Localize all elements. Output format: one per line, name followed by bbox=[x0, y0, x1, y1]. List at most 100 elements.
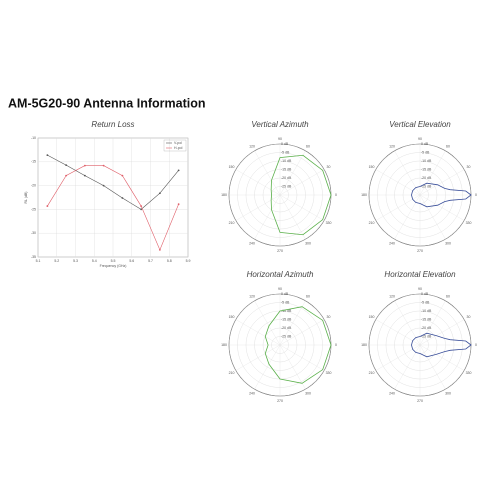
theta-tick-label: 210 bbox=[229, 371, 235, 375]
theta-tick-label: 330 bbox=[466, 371, 472, 375]
theta-tick-label: 270 bbox=[417, 399, 423, 403]
theta-tick-label: 180 bbox=[361, 193, 367, 197]
theta-tick-label: 330 bbox=[466, 221, 472, 225]
x-tick-label: 5.1 bbox=[36, 259, 41, 263]
theta-tick-label: 300 bbox=[305, 391, 311, 395]
r-tick-label: -15 dB bbox=[281, 317, 292, 321]
r-tick-label: -5 dB bbox=[421, 150, 430, 154]
r-tick-label: 0 dB bbox=[281, 292, 289, 296]
series-point bbox=[46, 205, 49, 207]
spoke-grid bbox=[375, 319, 421, 346]
series-point bbox=[83, 164, 86, 167]
spoke-grid bbox=[419, 194, 465, 221]
theta-tick-label: 90 bbox=[278, 137, 282, 141]
pattern-line bbox=[411, 332, 472, 358]
x-tick-label: 5.2 bbox=[54, 259, 59, 263]
theta-tick-label: 30 bbox=[327, 165, 331, 169]
spoke-grid bbox=[394, 344, 421, 390]
spoke-grid bbox=[279, 344, 306, 390]
theta-tick-label: 270 bbox=[277, 399, 283, 403]
x-tick-label: 5.4 bbox=[92, 259, 97, 263]
r-tick-label: -5 dB bbox=[421, 300, 430, 304]
spoke-grid bbox=[279, 194, 306, 240]
legend-label: H-pol bbox=[174, 146, 183, 150]
r-tick-label: -15 dB bbox=[421, 317, 432, 321]
theta-tick-label: 330 bbox=[326, 371, 332, 375]
series-point bbox=[46, 154, 49, 157]
series-point bbox=[83, 174, 86, 177]
theta-tick-label: 60 bbox=[306, 294, 310, 298]
series-point bbox=[177, 169, 180, 172]
pattern-line bbox=[264, 306, 332, 384]
theta-tick-label: 0 bbox=[335, 193, 337, 197]
theta-tick-label: 300 bbox=[445, 391, 451, 395]
r-tick-label: 0 dB bbox=[421, 292, 429, 296]
spoke-grid bbox=[375, 344, 421, 371]
spoke-grid bbox=[254, 194, 281, 240]
chart-title: Vertical Azimuth bbox=[251, 120, 309, 129]
theta-tick-label: 150 bbox=[229, 165, 235, 169]
theta-tick-label: 240 bbox=[249, 391, 255, 395]
x-tick-label: 5.9 bbox=[186, 259, 191, 263]
spoke-grid bbox=[419, 194, 446, 240]
x-tick-label: 5.7 bbox=[148, 259, 153, 263]
series-point bbox=[65, 164, 68, 167]
spoke-grid bbox=[419, 344, 446, 390]
x-tick-label: 5.5 bbox=[111, 259, 116, 263]
y-tick-label: -30 bbox=[31, 231, 36, 235]
theta-tick-label: 90 bbox=[418, 287, 422, 291]
theta-tick-label: 120 bbox=[249, 294, 255, 298]
theta-tick-label: 0 bbox=[475, 343, 477, 347]
page-title: AM-5G20-90 Antenna Information bbox=[8, 96, 205, 110]
y-tick-label: -35 bbox=[31, 255, 36, 259]
x-tick-label: 5.8 bbox=[167, 259, 172, 263]
series-point bbox=[140, 205, 143, 207]
series-line bbox=[47, 165, 179, 251]
theta-tick-label: 180 bbox=[221, 343, 227, 347]
series-point bbox=[158, 192, 161, 195]
pattern-line bbox=[270, 154, 332, 236]
r-tick-label: -20 dB bbox=[281, 176, 292, 180]
spoke-grid bbox=[279, 344, 325, 371]
chart-title: Vertical Elevation bbox=[389, 120, 451, 129]
spoke-grid bbox=[279, 319, 325, 346]
theta-tick-label: 300 bbox=[445, 241, 451, 245]
spoke-grid bbox=[235, 194, 281, 221]
spoke-grid bbox=[394, 300, 421, 346]
r-tick-label: -5 dB bbox=[281, 150, 290, 154]
series-point bbox=[121, 174, 124, 177]
spoke-grid bbox=[419, 344, 465, 371]
theta-tick-label: 120 bbox=[389, 294, 395, 298]
theta-tick-label: 0 bbox=[475, 193, 477, 197]
theta-tick-label: 180 bbox=[361, 343, 367, 347]
x-tick-label: 5.3 bbox=[73, 259, 78, 263]
r-tick-label: -15 dB bbox=[281, 167, 292, 171]
x-axis-label: Frequency (GHz) bbox=[100, 264, 127, 268]
series-point bbox=[177, 203, 180, 206]
theta-tick-label: 240 bbox=[249, 241, 255, 245]
chart-title: Horizontal Elevation bbox=[384, 270, 456, 279]
spoke-grid bbox=[254, 344, 281, 390]
y-tick-label: -15 bbox=[31, 160, 36, 164]
theta-tick-label: 90 bbox=[278, 287, 282, 291]
theta-tick-label: 240 bbox=[389, 391, 395, 395]
theta-tick-label: 150 bbox=[229, 315, 235, 319]
series-point bbox=[102, 184, 105, 187]
theta-tick-label: 270 bbox=[417, 249, 423, 253]
spoke-grid bbox=[375, 194, 421, 221]
r-tick-label: -25 dB bbox=[281, 334, 292, 338]
pattern-line bbox=[411, 182, 472, 208]
r-tick-label: -10 dB bbox=[281, 159, 292, 163]
r-tick-label: -25 dB bbox=[421, 334, 432, 338]
theta-tick-label: 30 bbox=[467, 165, 471, 169]
spoke-grid bbox=[235, 344, 281, 371]
r-tick-label: -10 dB bbox=[281, 309, 292, 313]
y-tick-label: -10 bbox=[31, 136, 36, 140]
theta-tick-label: 300 bbox=[305, 241, 311, 245]
series-point bbox=[102, 164, 105, 167]
series-point bbox=[158, 248, 161, 251]
spoke-grid bbox=[254, 300, 281, 346]
series-point bbox=[65, 174, 68, 177]
chart-title: Return Loss bbox=[91, 120, 134, 129]
